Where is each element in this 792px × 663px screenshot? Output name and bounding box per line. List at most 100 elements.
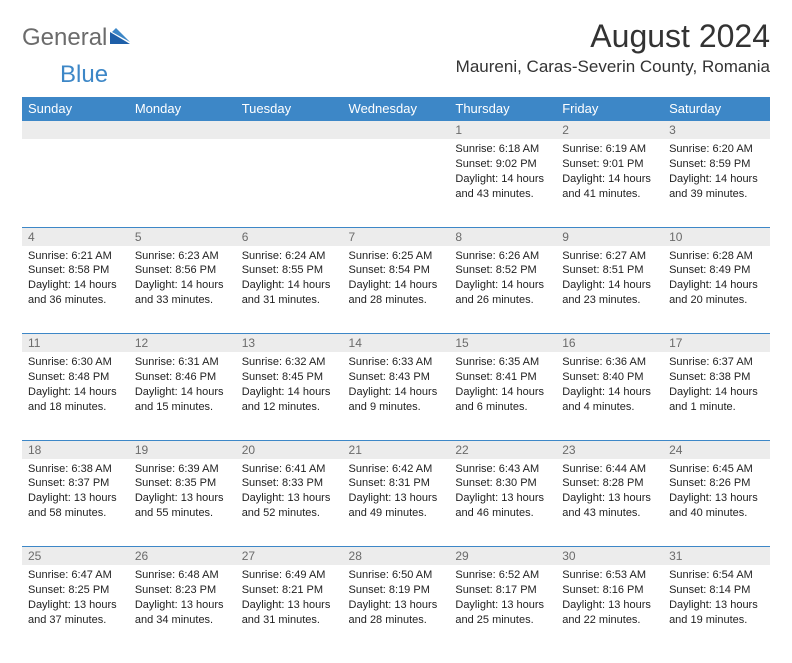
day-content: Sunrise: 6:38 AMSunset: 8:37 PMDaylight:…	[22, 459, 129, 527]
day-number	[343, 121, 450, 140]
sunrise-text: Sunrise: 6:37 AM	[669, 355, 764, 370]
daynum-row: 123	[22, 121, 770, 140]
daylight-text: Daylight: 14 hours and 33 minutes.	[135, 278, 230, 308]
weekday-header: Wednesday	[343, 97, 450, 121]
day-content: Sunrise: 6:30 AMSunset: 8:48 PMDaylight:…	[22, 352, 129, 420]
day-number: 23	[556, 440, 663, 459]
week-row: Sunrise: 6:18 AMSunset: 9:02 PMDaylight:…	[22, 139, 770, 227]
day-content: Sunrise: 6:35 AMSunset: 8:41 PMDaylight:…	[449, 352, 556, 420]
day-content: Sunrise: 6:41 AMSunset: 8:33 PMDaylight:…	[236, 459, 343, 527]
day-content: Sunrise: 6:44 AMSunset: 8:28 PMDaylight:…	[556, 459, 663, 527]
day-cell: Sunrise: 6:37 AMSunset: 8:38 PMDaylight:…	[663, 352, 770, 440]
day-content: Sunrise: 6:54 AMSunset: 8:14 PMDaylight:…	[663, 565, 770, 633]
daylight-text: Daylight: 14 hours and 15 minutes.	[135, 385, 230, 415]
location: Maureni, Caras-Severin County, Romania	[456, 57, 770, 77]
sunrise-text: Sunrise: 6:44 AM	[562, 462, 657, 477]
day-content: Sunrise: 6:49 AMSunset: 8:21 PMDaylight:…	[236, 565, 343, 633]
sunrise-text: Sunrise: 6:23 AM	[135, 249, 230, 264]
day-number: 18	[22, 440, 129, 459]
day-content: Sunrise: 6:20 AMSunset: 8:59 PMDaylight:…	[663, 139, 770, 207]
daylight-text: Daylight: 14 hours and 4 minutes.	[562, 385, 657, 415]
day-number: 22	[449, 440, 556, 459]
day-number: 3	[663, 121, 770, 140]
sunrise-text: Sunrise: 6:50 AM	[349, 568, 444, 583]
day-cell: Sunrise: 6:42 AMSunset: 8:31 PMDaylight:…	[343, 459, 450, 547]
daynum-row: 11121314151617	[22, 334, 770, 353]
day-content: Sunrise: 6:48 AMSunset: 8:23 PMDaylight:…	[129, 565, 236, 633]
sunrise-text: Sunrise: 6:42 AM	[349, 462, 444, 477]
daylight-text: Daylight: 13 hours and 49 minutes.	[349, 491, 444, 521]
sunset-text: Sunset: 8:25 PM	[28, 583, 123, 598]
logo-text-blue: Blue	[60, 61, 108, 88]
weekday-header: Saturday	[663, 97, 770, 121]
sunrise-text: Sunrise: 6:31 AM	[135, 355, 230, 370]
day-content: Sunrise: 6:31 AMSunset: 8:46 PMDaylight:…	[129, 352, 236, 420]
day-content: Sunrise: 6:27 AMSunset: 8:51 PMDaylight:…	[556, 246, 663, 314]
day-cell: Sunrise: 6:24 AMSunset: 8:55 PMDaylight:…	[236, 246, 343, 334]
day-number: 15	[449, 334, 556, 353]
day-cell: Sunrise: 6:44 AMSunset: 8:28 PMDaylight:…	[556, 459, 663, 547]
sunset-text: Sunset: 8:30 PM	[455, 476, 550, 491]
daylight-text: Daylight: 13 hours and 46 minutes.	[455, 491, 550, 521]
sunrise-text: Sunrise: 6:54 AM	[669, 568, 764, 583]
daylight-text: Daylight: 13 hours and 43 minutes.	[562, 491, 657, 521]
sunset-text: Sunset: 8:43 PM	[349, 370, 444, 385]
sunrise-text: Sunrise: 6:39 AM	[135, 462, 230, 477]
day-content: Sunrise: 6:28 AMSunset: 8:49 PMDaylight:…	[663, 246, 770, 314]
daylight-text: Daylight: 13 hours and 31 minutes.	[242, 598, 337, 628]
sunrise-text: Sunrise: 6:20 AM	[669, 142, 764, 157]
day-number: 31	[663, 547, 770, 566]
daylight-text: Daylight: 14 hours and 12 minutes.	[242, 385, 337, 415]
day-cell: Sunrise: 6:30 AMSunset: 8:48 PMDaylight:…	[22, 352, 129, 440]
day-content: Sunrise: 6:47 AMSunset: 8:25 PMDaylight:…	[22, 565, 129, 633]
sunrise-text: Sunrise: 6:52 AM	[455, 568, 550, 583]
day-cell: Sunrise: 6:43 AMSunset: 8:30 PMDaylight:…	[449, 459, 556, 547]
day-number: 10	[663, 227, 770, 246]
calendar-table: Sunday Monday Tuesday Wednesday Thursday…	[22, 97, 770, 653]
day-cell: Sunrise: 6:23 AMSunset: 8:56 PMDaylight:…	[129, 246, 236, 334]
sunset-text: Sunset: 8:54 PM	[349, 263, 444, 278]
day-number: 12	[129, 334, 236, 353]
day-number: 27	[236, 547, 343, 566]
sunrise-text: Sunrise: 6:32 AM	[242, 355, 337, 370]
day-cell: Sunrise: 6:18 AMSunset: 9:02 PMDaylight:…	[449, 139, 556, 227]
daylight-text: Daylight: 13 hours and 34 minutes.	[135, 598, 230, 628]
sunrise-text: Sunrise: 6:28 AM	[669, 249, 764, 264]
week-row: Sunrise: 6:38 AMSunset: 8:37 PMDaylight:…	[22, 459, 770, 547]
daylight-text: Daylight: 13 hours and 58 minutes.	[28, 491, 123, 521]
sunset-text: Sunset: 8:41 PM	[455, 370, 550, 385]
day-number: 21	[343, 440, 450, 459]
logo-text-general: General	[22, 24, 107, 52]
day-number: 25	[22, 547, 129, 566]
sunrise-text: Sunrise: 6:47 AM	[28, 568, 123, 583]
sunrise-text: Sunrise: 6:36 AM	[562, 355, 657, 370]
day-number	[236, 121, 343, 140]
day-content: Sunrise: 6:21 AMSunset: 8:58 PMDaylight:…	[22, 246, 129, 314]
sunset-text: Sunset: 8:59 PM	[669, 157, 764, 172]
sunrise-text: Sunrise: 6:21 AM	[28, 249, 123, 264]
sunrise-text: Sunrise: 6:43 AM	[455, 462, 550, 477]
day-cell: Sunrise: 6:32 AMSunset: 8:45 PMDaylight:…	[236, 352, 343, 440]
day-cell: Sunrise: 6:49 AMSunset: 8:21 PMDaylight:…	[236, 565, 343, 653]
day-cell	[129, 139, 236, 227]
title-block: August 2024 Maureni, Caras-Severin Count…	[456, 18, 770, 77]
day-content: Sunrise: 6:36 AMSunset: 8:40 PMDaylight:…	[556, 352, 663, 420]
day-content	[22, 139, 129, 148]
daylight-text: Daylight: 13 hours and 52 minutes.	[242, 491, 337, 521]
sunset-text: Sunset: 8:56 PM	[135, 263, 230, 278]
day-number: 6	[236, 227, 343, 246]
day-content: Sunrise: 6:52 AMSunset: 8:17 PMDaylight:…	[449, 565, 556, 633]
sunset-text: Sunset: 8:55 PM	[242, 263, 337, 278]
sunrise-text: Sunrise: 6:53 AM	[562, 568, 657, 583]
daylight-text: Daylight: 13 hours and 55 minutes.	[135, 491, 230, 521]
day-cell: Sunrise: 6:48 AMSunset: 8:23 PMDaylight:…	[129, 565, 236, 653]
day-cell: Sunrise: 6:21 AMSunset: 8:58 PMDaylight:…	[22, 246, 129, 334]
daylight-text: Daylight: 14 hours and 41 minutes.	[562, 172, 657, 202]
day-content	[236, 139, 343, 148]
day-content: Sunrise: 6:32 AMSunset: 8:45 PMDaylight:…	[236, 352, 343, 420]
day-content: Sunrise: 6:26 AMSunset: 8:52 PMDaylight:…	[449, 246, 556, 314]
weekday-header: Sunday	[22, 97, 129, 121]
sunset-text: Sunset: 9:01 PM	[562, 157, 657, 172]
sunset-text: Sunset: 8:21 PM	[242, 583, 337, 598]
day-number: 16	[556, 334, 663, 353]
